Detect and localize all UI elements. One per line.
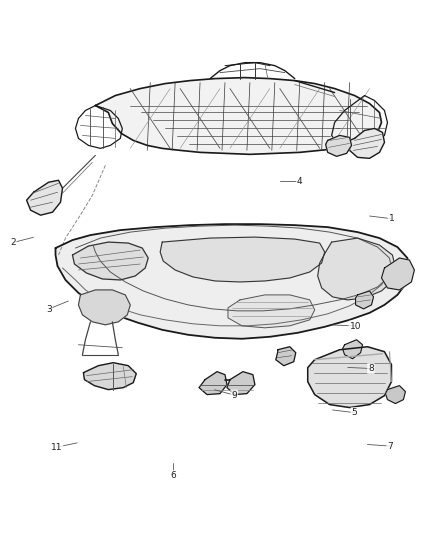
Polygon shape xyxy=(27,180,63,215)
Polygon shape xyxy=(385,385,406,403)
Text: 1: 1 xyxy=(389,214,394,223)
Polygon shape xyxy=(95,78,381,155)
Polygon shape xyxy=(78,290,130,325)
Polygon shape xyxy=(160,237,325,282)
Text: 5: 5 xyxy=(351,408,357,417)
Text: 3: 3 xyxy=(46,304,52,313)
Text: 6: 6 xyxy=(170,471,176,480)
Polygon shape xyxy=(228,295,314,328)
Text: 4: 4 xyxy=(297,177,303,186)
Text: 11: 11 xyxy=(51,442,62,451)
Text: 9: 9 xyxy=(231,391,237,400)
Polygon shape xyxy=(308,347,392,408)
Polygon shape xyxy=(72,242,148,280)
Polygon shape xyxy=(227,372,255,394)
Polygon shape xyxy=(276,347,296,366)
Text: 2: 2 xyxy=(10,238,16,247)
Polygon shape xyxy=(318,238,396,300)
Polygon shape xyxy=(343,340,363,359)
Text: 10: 10 xyxy=(350,321,361,330)
Polygon shape xyxy=(56,224,410,339)
Text: 7: 7 xyxy=(387,441,393,450)
Polygon shape xyxy=(356,291,374,309)
Polygon shape xyxy=(381,258,414,290)
Text: 8: 8 xyxy=(368,364,374,373)
Polygon shape xyxy=(199,372,227,394)
Polygon shape xyxy=(350,128,385,158)
Polygon shape xyxy=(326,135,352,156)
Polygon shape xyxy=(83,362,136,390)
